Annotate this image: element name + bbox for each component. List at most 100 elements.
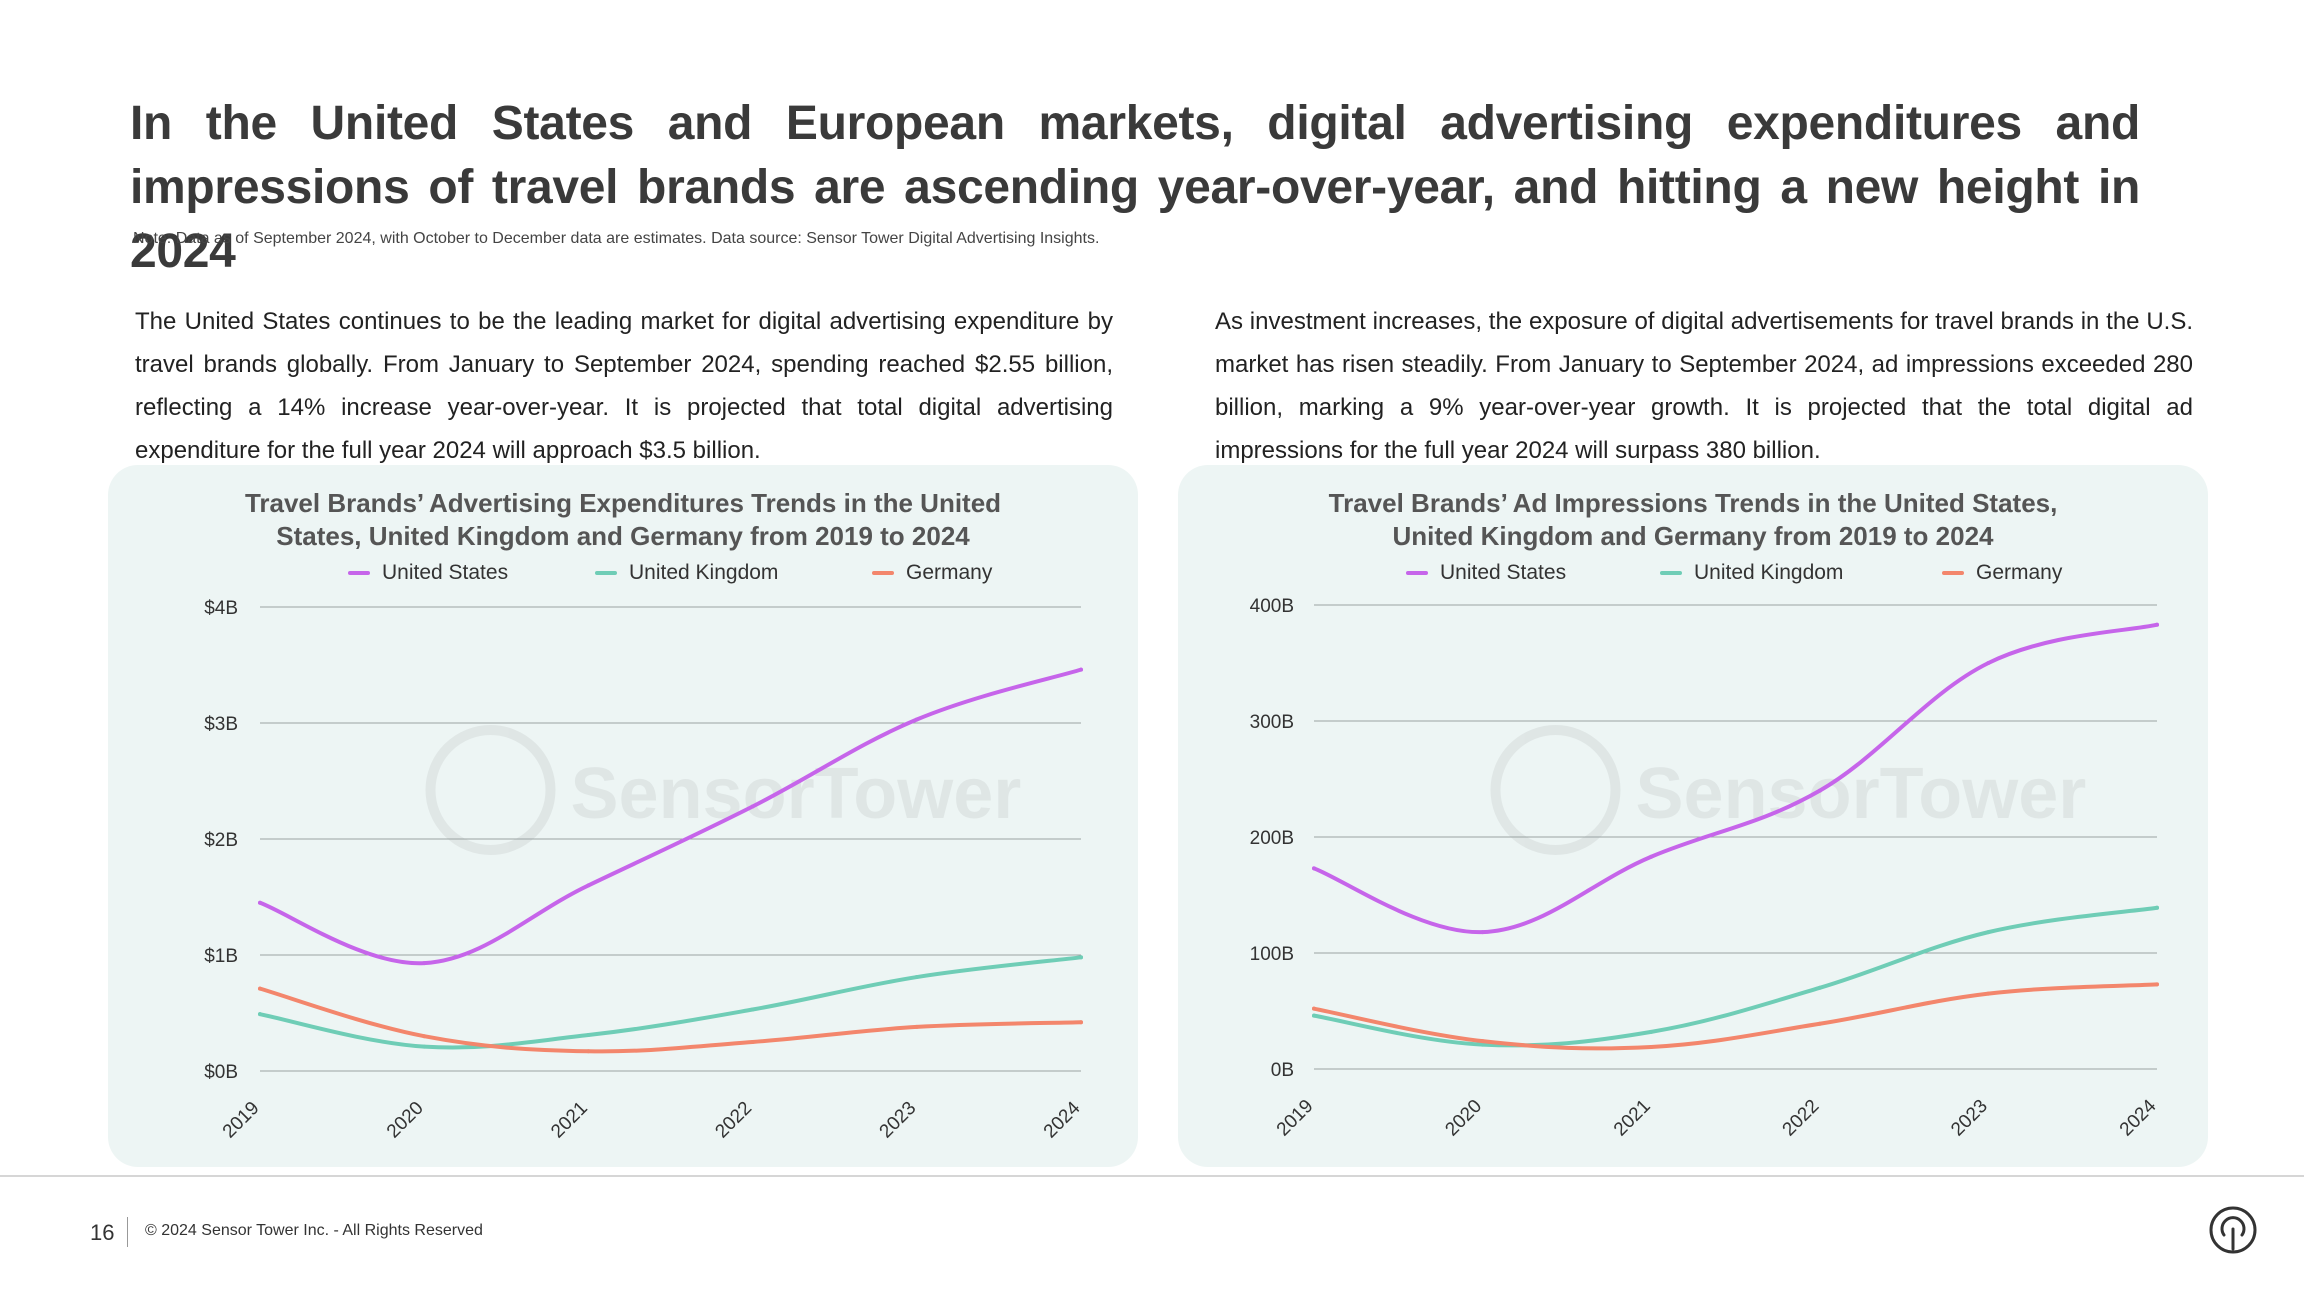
legend-label: Germany [1976,561,2063,584]
legend-item-united-states[interactable]: United States [348,561,508,585]
data-point[interactable] [422,961,427,966]
data-point[interactable] [750,1007,755,1012]
legend-label: United States [382,561,509,584]
chart-title: Travel Brands’ Advertising Expenditures … [108,487,1138,553]
data-point[interactable] [586,883,591,888]
x-tick-label: 2021 [1610,1096,1655,1141]
data-point[interactable] [914,975,919,980]
data-point[interactable] [258,900,262,905]
data-point[interactable] [1649,1044,1654,1049]
x-tick-label: 2020 [383,1098,428,1143]
data-point[interactable] [2155,982,2159,987]
data-point[interactable] [1480,930,1485,935]
data-point[interactable] [750,804,755,809]
legend-swatch [1942,571,1964,575]
series-line-united-kingdom[interactable] [258,955,1083,1050]
legend-item-germany[interactable]: Germany [1942,561,2062,585]
footer-separator [127,1217,128,1247]
data-point[interactable] [2155,622,2159,627]
legend-label: United Kingdom [1694,561,1844,584]
legend-swatch [872,571,894,575]
x-tick-label: 2023 [1947,1096,1992,1141]
chart-title-line: Travel Brands’ Ad Impressions Trends in … [1328,488,2058,518]
x-tick-label: 2019 [1273,1096,1318,1141]
chart-title-line: Travel Brands’ Advertising Expenditures … [244,488,1002,518]
legend-item-germany[interactable]: Germany [872,561,992,585]
y-tick-label: $1B [204,946,238,967]
y-tick-label: $2B [204,830,238,851]
legend-item-united-kingdom[interactable]: United Kingdom [1660,561,1843,585]
data-point[interactable] [1986,661,1991,665]
series-line-germany[interactable] [1312,982,2159,1051]
legend-item-united-kingdom[interactable]: United Kingdom [595,561,778,585]
y-tick-label: $3B [204,714,238,735]
sensor-tower-logo-icon [2209,1206,2257,1254]
data-point[interactable] [1312,866,1316,871]
watermark-text: SensorTower [1636,754,2087,834]
data-point[interactable] [1817,788,1822,793]
x-tick-label: 2024 [1040,1097,1085,1142]
data-point[interactable] [1649,1029,1654,1034]
data-point[interactable] [1312,1006,1316,1011]
legend-swatch [348,571,370,575]
data-point[interactable] [914,717,919,722]
data-point[interactable] [422,1034,427,1039]
data-point[interactable] [258,1012,262,1017]
y-tick-label: 400B [1250,596,1294,617]
data-point[interactable] [1079,955,1083,960]
watermark-logo-icon [425,725,556,855]
data-point[interactable] [586,1033,591,1038]
chart-title-line: States, United Kingdom and Germany from … [276,521,970,551]
watermark: SensorTower [425,725,1022,855]
legend-label: United Kingdom [629,561,779,584]
chart-legend: United States United Kingdom Germany [1178,561,2208,591]
data-point[interactable] [1079,667,1083,672]
footer-divider [0,1175,2304,1177]
watermark-text: SensorTower [571,754,1022,834]
x-tick-label: 2024 [2116,1095,2161,1140]
data-point[interactable] [1817,985,1822,990]
data-point[interactable] [1649,854,1654,859]
data-source-note: Note: Data as of September 2024, with Oc… [133,230,1100,247]
data-point[interactable] [1079,1020,1083,1025]
data-point[interactable] [914,1024,919,1029]
data-point[interactable] [750,1040,755,1044]
data-point[interactable] [1986,930,1991,935]
legend-label: United States [1440,561,1567,584]
data-point[interactable] [422,1044,427,1049]
legend-swatch [1660,571,1682,575]
data-point[interactable] [1817,1021,1822,1026]
watermark-logo-icon [1490,725,1621,855]
series-line-united-states[interactable] [1312,622,2159,935]
impressions-summary-paragraph: As investment increases, the exposure of… [1215,308,2193,464]
copyright-text: © 2024 Sensor Tower Inc. - All Rights Re… [145,1222,483,1239]
y-tick-label: 0B [1271,1060,1294,1081]
series-line-united-kingdom[interactable] [1312,905,2159,1048]
spend-chart-panel: Travel Brands’ Advertising Expenditures … [108,465,1138,1167]
spend-summary-paragraph: The United States continues to be the le… [135,308,1113,464]
chart-title-line: United Kingdom and Germany from 2019 to … [1392,521,1994,551]
data-point[interactable] [2155,905,2159,910]
data-point[interactable] [1480,1039,1485,1044]
x-tick-label: 2022 [711,1098,756,1143]
series-line-united-states[interactable] [258,667,1083,966]
series-line-germany[interactable] [258,986,1083,1054]
chart-title: Travel Brands’ Ad Impressions Trends in … [1178,487,2208,553]
x-tick-label: 2021 [547,1098,592,1143]
legend-label: Germany [906,561,993,584]
legend-swatch [1406,571,1428,575]
y-tick-label: 200B [1250,828,1294,849]
data-point[interactable] [1312,1013,1316,1018]
x-tick-label: 2020 [1441,1096,1486,1141]
page-number: 16 [90,1220,115,1245]
y-tick-label: 300B [1250,712,1294,733]
x-tick-label: 2023 [876,1098,921,1143]
spend-line-chart: SensorTower $0B $1B $2B $3B $4B 2019 2020 2021 20… [204,598,1085,1143]
legend-item-united-states[interactable]: United States [1406,561,1566,585]
data-point[interactable] [258,986,262,991]
data-point[interactable] [1480,1042,1485,1047]
x-tick-label: 2022 [1779,1096,1824,1141]
impressions-line-chart: SensorTower 0B 100B 200B 300B 400B 2019 2020 202… [1250,596,2161,1141]
data-point[interactable] [586,1049,591,1054]
data-point[interactable] [1986,991,1991,996]
